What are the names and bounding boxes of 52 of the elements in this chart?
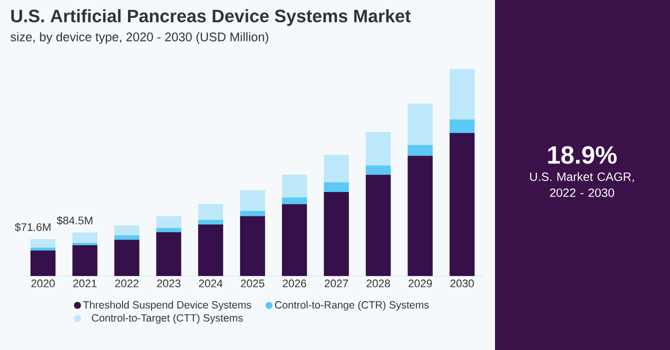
bar [282, 198, 307, 204]
x-tick-label: 2027 [324, 280, 348, 288]
x-tick-label: 2025 [240, 280, 264, 288]
x-tick-label: 2029 [408, 280, 432, 288]
bar [156, 228, 182, 232]
x-tick-label: 2024 [199, 280, 222, 288]
bar [366, 174, 391, 276]
bar [282, 204, 307, 276]
bar [450, 68, 475, 120]
bar [450, 120, 475, 133]
bar [450, 132, 475, 276]
bar [114, 235, 140, 240]
x-tick-label: 2030 [450, 280, 474, 288]
bar [114, 240, 140, 276]
x-tick-label: 2028 [366, 280, 390, 288]
bar [156, 232, 182, 276]
bar [30, 248, 56, 251]
bar [72, 232, 98, 243]
bar [240, 211, 266, 216]
text: 18.9% [548, 146, 617, 164]
bar [324, 182, 349, 192]
bar [240, 190, 266, 211]
bar [408, 104, 433, 145]
bar [30, 250, 56, 276]
x-tick-label: 2020 [31, 280, 55, 288]
bar [408, 144, 433, 156]
bar [240, 216, 266, 276]
bar [408, 156, 433, 276]
bar [366, 132, 391, 166]
legend-label: Threshold Suspend Device Systems [83, 300, 252, 311]
bar [324, 192, 349, 276]
text: U.S. Market CAGR, 2022 - 2030 [530, 172, 634, 197]
chart-title: U.S. Artificial Pancreas Device Systems Market [11, 9, 411, 26]
x-tick-label: 2021 [73, 280, 97, 288]
annotation: $84.5M [56, 216, 92, 226]
bar [198, 220, 224, 224]
x-tick-label: 2026 [282, 280, 306, 288]
x-tick-label: 2022 [115, 280, 138, 288]
bar [30, 239, 56, 248]
legend-label: Control-to-Range (CTR) Systems [275, 300, 429, 311]
legend-label: Control-to-Target (CTT) Systems [92, 314, 243, 324]
bar [282, 174, 307, 198]
bar [198, 224, 224, 276]
annotation: $71.6M [14, 222, 50, 232]
x-tick-label: 2023 [157, 280, 180, 288]
bar [156, 216, 182, 228]
bar [72, 245, 98, 276]
bar [198, 204, 224, 220]
bar [324, 154, 349, 182]
chart-subtitle: size, by device type, 2020 - 2030 (USD Million) [10, 32, 268, 44]
bar [114, 225, 140, 236]
bar [366, 165, 391, 175]
